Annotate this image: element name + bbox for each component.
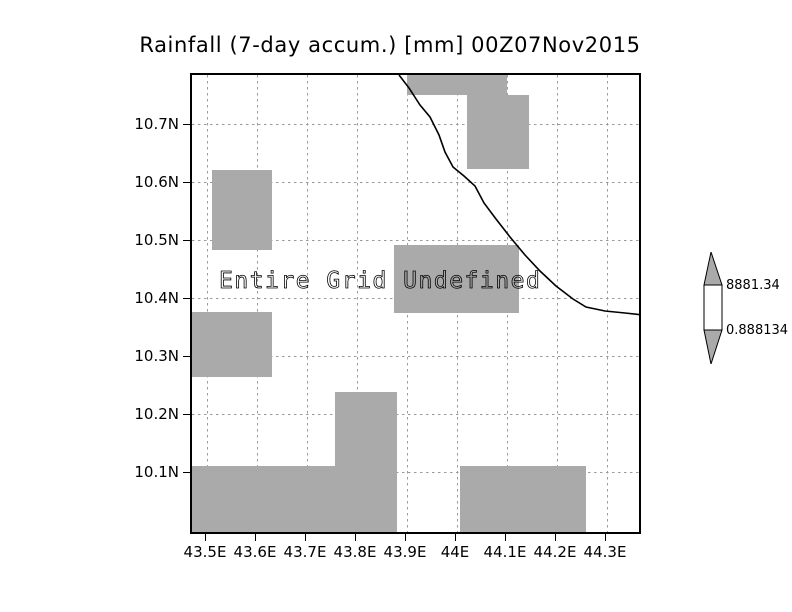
y-axis-label: 10.5N xyxy=(134,231,179,249)
shaded-cell xyxy=(335,392,397,467)
shaded-cell xyxy=(460,466,586,532)
gridline-horizontal xyxy=(192,472,639,473)
y-axis-tick xyxy=(183,414,190,415)
shaded-cell xyxy=(467,95,529,169)
y-axis-label: 10.4N xyxy=(134,289,179,307)
gridline-horizontal xyxy=(192,182,639,183)
gridline-vertical xyxy=(257,75,258,532)
colorbar-min-label: 0.888134 xyxy=(726,323,789,338)
y-axis-label: 10.1N xyxy=(134,463,179,481)
x-axis-label: 44.2E xyxy=(533,543,577,561)
entire-grid-undefined-text: Entire Grid Undefined xyxy=(219,268,542,295)
entire-grid-undefined-annotation: Entire Grid Undefined xyxy=(219,268,542,295)
gridline-vertical xyxy=(357,75,358,532)
x-axis-label: 43.5E xyxy=(183,543,227,561)
gridline-vertical xyxy=(557,75,558,532)
x-axis-label: 44.3E xyxy=(583,543,627,561)
colorbar: 8881.34 0.888134 xyxy=(700,252,790,364)
x-axis-tick xyxy=(505,534,506,541)
y-axis-tick xyxy=(183,124,190,125)
y-axis-label: 10.2N xyxy=(134,405,179,423)
y-axis-tick xyxy=(183,182,190,183)
x-axis-tick xyxy=(555,534,556,541)
coastline-path xyxy=(398,75,639,316)
y-axis-tick xyxy=(183,240,190,241)
shaded-cell xyxy=(394,245,519,313)
colorbar-max-label: 8881.34 xyxy=(726,278,780,293)
x-axis-label: 44E xyxy=(440,543,470,561)
x-axis-tick xyxy=(455,534,456,541)
y-axis-label: 10.7N xyxy=(134,115,179,133)
gridline-vertical xyxy=(607,75,608,532)
shaded-cell xyxy=(192,312,272,377)
map-plot-clip: Entire Grid Undefined xyxy=(192,75,639,532)
x-axis-tick xyxy=(605,534,606,541)
page-title: Rainfall (7-day accum.) [mm] 00Z07Nov201… xyxy=(0,33,792,57)
x-axis-tick xyxy=(305,534,306,541)
gridline-vertical xyxy=(207,75,208,532)
x-axis-label: 43.8E xyxy=(333,543,377,561)
x-axis-tick xyxy=(255,534,256,541)
page-title-text: Rainfall (7-day accum.) [mm] 00Z07Nov201… xyxy=(139,33,641,57)
gridline-horizontal xyxy=(192,356,639,357)
y-axis-tick xyxy=(183,472,190,473)
y-axis-label: 10.3N xyxy=(134,347,179,365)
colorbar-swatches xyxy=(703,252,723,364)
gridline-horizontal xyxy=(192,124,639,125)
x-axis-tick xyxy=(405,534,406,541)
x-axis-tick xyxy=(355,534,356,541)
shaded-cell xyxy=(192,466,397,532)
shaded-cell xyxy=(212,170,272,250)
x-axis-label: 44.1E xyxy=(483,543,527,561)
y-axis-label: 10.6N xyxy=(134,173,179,191)
x-axis-label: 43.6E xyxy=(233,543,277,561)
shaded-cell xyxy=(407,75,507,95)
y-axis-tick xyxy=(183,356,190,357)
gridline-horizontal xyxy=(192,240,639,241)
map-plot-area: Entire Grid Undefined xyxy=(190,73,641,534)
gridline-vertical xyxy=(307,75,308,532)
gridline-horizontal xyxy=(192,414,639,415)
y-axis-tick xyxy=(183,298,190,299)
x-axis-label: 43.7E xyxy=(283,543,327,561)
x-axis-tick xyxy=(205,534,206,541)
x-axis-label: 43.9E xyxy=(383,543,427,561)
